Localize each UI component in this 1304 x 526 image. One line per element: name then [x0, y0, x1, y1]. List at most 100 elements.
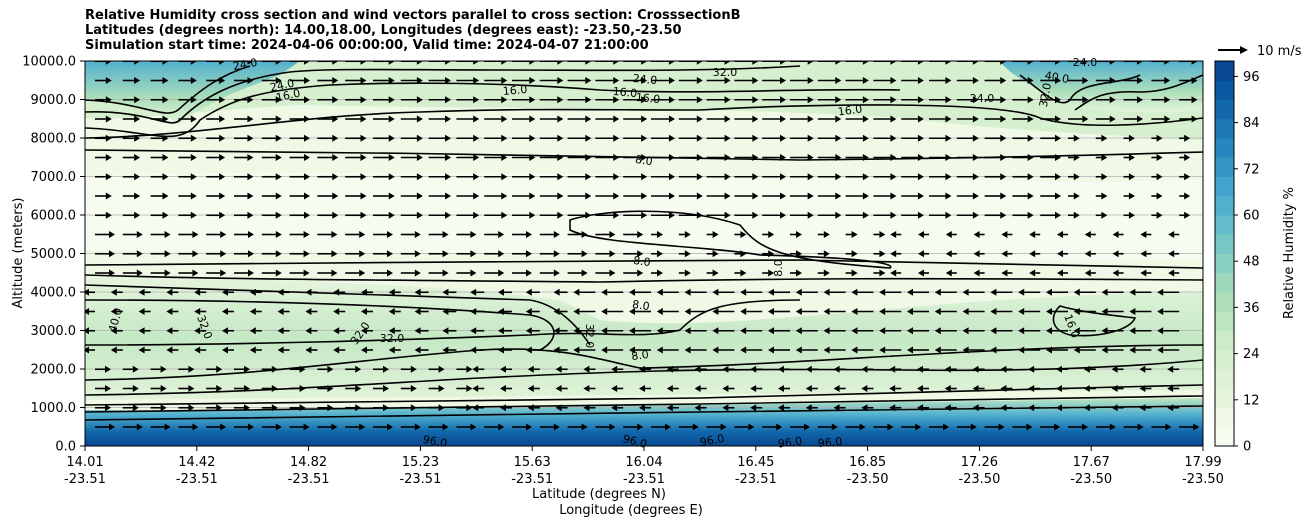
- x-tick-label-lon: -23.51: [176, 472, 218, 487]
- wind-vector: [428, 269, 449, 277]
- wind-vector: [388, 308, 401, 315]
- wind-vector: [873, 423, 894, 431]
- wind-vector: [573, 288, 596, 296]
- wind-vector: [678, 211, 703, 219]
- contour-label: 16.0: [612, 85, 638, 100]
- wind-vector: [317, 365, 334, 373]
- wind-vector: [706, 250, 719, 258]
- wind-vector: [901, 134, 924, 142]
- wind-vector: [525, 288, 540, 296]
- wind-vector: [817, 269, 830, 277]
- wind-vector: [361, 327, 373, 335]
- wind-vector: [790, 211, 814, 219]
- wind-vector: [583, 365, 596, 373]
- wind-vector: [907, 308, 929, 315]
- wind-vector: [1095, 173, 1108, 181]
- wind-vector: [623, 77, 648, 84]
- wind-vector: [795, 288, 818, 296]
- wind-vector: [722, 385, 735, 392]
- contour-label: 96.0: [817, 435, 843, 450]
- wind-vector: [611, 404, 624, 412]
- y-tick-label: 2000.0: [31, 363, 77, 378]
- wind-vector: [901, 173, 924, 181]
- wind-vector: [1028, 385, 1041, 392]
- x-tick-label-lat: 15.23: [402, 455, 439, 470]
- wind-vector: [1068, 96, 1089, 104]
- wind-vector: [851, 346, 874, 354]
- wind-vector: [1083, 404, 1096, 412]
- wind-vector: [512, 231, 532, 238]
- wind-vector: [1056, 365, 1068, 373]
- wind-vector: [790, 231, 802, 238]
- wind-vector: [873, 269, 886, 277]
- wind-vector: [1012, 173, 1034, 181]
- wind-vector: [651, 231, 663, 238]
- wind-vector: [795, 308, 818, 315]
- wind-vector: [261, 385, 278, 392]
- wind-vector: [740, 327, 763, 335]
- wind-vector: [498, 288, 512, 296]
- wind-vector: [1012, 115, 1034, 123]
- wind-vector: [706, 134, 731, 142]
- wind-vector: [973, 250, 985, 258]
- wind-vector: [428, 423, 449, 431]
- wind-vector: [206, 96, 226, 104]
- wind-vector: [414, 308, 429, 315]
- wind-vector: [512, 173, 536, 181]
- wind-vector: [206, 269, 227, 277]
- wind-vector: [1179, 154, 1191, 161]
- wind-vector: [1151, 134, 1163, 142]
- wind-vector: [790, 134, 814, 142]
- wind-vector: [712, 288, 735, 296]
- wind-vector: [651, 77, 675, 84]
- wind-vector: [289, 250, 310, 258]
- wind-vector: [373, 115, 395, 123]
- wind-vector: [651, 211, 675, 219]
- wind-vector: [414, 327, 429, 335]
- wind-vector: [651, 96, 675, 104]
- wind-vector: [178, 154, 197, 161]
- wind-vector: [1151, 423, 1172, 431]
- wind-vector: [962, 346, 985, 354]
- wind-vector: [525, 346, 540, 354]
- wind-vector: [817, 231, 830, 238]
- wind-vector: [890, 231, 902, 238]
- wind-vector: [817, 134, 842, 142]
- wind-vector: [234, 211, 254, 219]
- wind-vector: [553, 288, 568, 296]
- wind-vector: [722, 404, 735, 412]
- wind-vector: [400, 134, 423, 142]
- wind-vector: [1157, 327, 1180, 335]
- wind-vector: [150, 211, 169, 219]
- wind-vector: [1123, 423, 1144, 431]
- wind-vector: [345, 231, 366, 238]
- wind-vector: [456, 423, 477, 431]
- wind-vector: [122, 173, 141, 181]
- wind-vector: [805, 365, 818, 373]
- x-tick-label-lat: 15.63: [514, 455, 551, 470]
- wind-vector: [956, 192, 979, 200]
- wind-vector: [595, 192, 620, 200]
- wind-vector: [484, 154, 508, 161]
- colorbar-segment: [1215, 234, 1234, 254]
- wind-vector: [918, 250, 929, 258]
- wind-vector: [790, 250, 802, 258]
- wind-vector: [1018, 346, 1041, 354]
- wind-vector: [373, 423, 393, 431]
- wind-vector: [234, 96, 254, 104]
- y-tick-label: 1000.0: [31, 401, 77, 416]
- wind-vector: [972, 404, 985, 412]
- wind-vector: [484, 211, 508, 219]
- wind-vector: [95, 269, 115, 277]
- wind-vector: [567, 192, 592, 200]
- wind-vector: [456, 96, 480, 104]
- wind-vector: [962, 308, 985, 315]
- wind-vector: [1040, 134, 1062, 142]
- wind-vector: [984, 154, 1007, 161]
- wind-vector: [750, 404, 763, 412]
- wind-vector: [678, 154, 703, 161]
- wind-vector: [706, 192, 731, 200]
- wind-vector: [823, 288, 846, 296]
- wind-vector: [150, 250, 171, 258]
- wind-vector: [1179, 77, 1198, 84]
